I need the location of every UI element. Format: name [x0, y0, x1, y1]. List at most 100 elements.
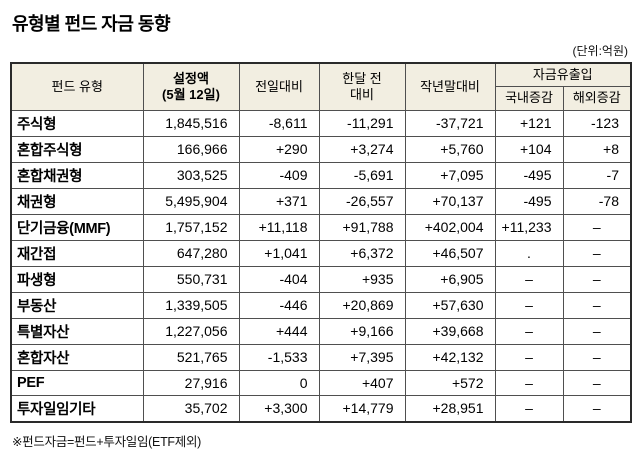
- col-header-amount: 설정액 (5월 12일): [142, 62, 240, 111]
- value-cell: 27,916: [142, 369, 240, 396]
- value-cell: -123: [562, 109, 632, 137]
- value-cell: 35,702: [142, 394, 240, 422]
- value-cell: +57,630: [404, 291, 496, 319]
- value-cell: -495: [494, 161, 564, 189]
- fund-flow-table: 펀드 유형 설정액 (5월 12일) 전일대비 한달 전 대비 작년말대비 자금…: [10, 62, 632, 423]
- value-cell: -446: [238, 291, 320, 319]
- table-row: 채권형 5,495,904 +371 -26,557 +70,137 -495 -78: [10, 187, 632, 215]
- value-cell: 303,525: [142, 161, 240, 189]
- table-row: 투자일임기타 35,702 +3,300 +14,779 +28,951– –: [10, 394, 632, 422]
- value-cell: +3,274: [318, 135, 406, 163]
- col-header-vs-month: 한달 전 대비: [318, 62, 406, 111]
- value-cell: +9,166: [318, 317, 406, 345]
- value-cell: +28,951: [404, 394, 496, 422]
- value-cell: 0: [238, 369, 320, 396]
- value-cell: +46,507: [404, 239, 496, 267]
- value-cell: -404: [238, 265, 320, 293]
- value-cell: -26,557: [318, 187, 406, 215]
- fund-type-cell: 혼합채권형: [10, 161, 144, 189]
- value-cell: -8,611: [238, 109, 320, 137]
- value-cell: +6,905: [404, 265, 496, 293]
- table-row: 혼합채권형 303,525 -409 -5,691 +7,095 -495 -7: [10, 161, 632, 189]
- value-cell: +402,004: [404, 213, 496, 241]
- fund-type-cell: 재간접: [10, 239, 144, 267]
- col-header-flow-domestic: 국내증감: [494, 86, 564, 111]
- value-cell: –: [562, 291, 632, 319]
- value-cell: –: [494, 394, 564, 422]
- value-cell: +104: [494, 135, 564, 163]
- col-header-vs-month-line1: 한달 전: [342, 70, 382, 86]
- col-header-vs-year-end: 작년말대비: [404, 62, 496, 111]
- value-cell: +20,869: [318, 291, 406, 319]
- value-cell: -5,691: [318, 161, 406, 189]
- col-header-fund-type: 펀드 유형: [10, 62, 144, 111]
- value-cell: –: [494, 343, 564, 371]
- table-row: 혼합자산 521,765 -1,533 +7,395 +42,132– –: [10, 343, 632, 371]
- value-cell: -37,721: [404, 109, 496, 137]
- value-cell: +1,041: [238, 239, 320, 267]
- value-cell: -7: [562, 161, 632, 189]
- fund-type-cell: 혼합주식형: [10, 135, 144, 163]
- table-row: PEF 27,916 0 +407 +572– –: [10, 369, 632, 396]
- fund-table-body: 주식형 1,845,516 -8,611 -11,291 -37,721 +121 -123…: [10, 109, 632, 422]
- value-cell: +5,760: [404, 135, 496, 163]
- value-cell: -78: [562, 187, 632, 215]
- value-cell: –: [562, 343, 632, 371]
- table-row: 단기금융(MMF) 1,757,152 +11,118 +91,788 +402,004…: [10, 213, 632, 241]
- value-cell: +91,788: [318, 213, 406, 241]
- col-header-flow-overseas: 해외증감: [562, 86, 632, 111]
- col-header-flow-group: 자금유출입: [494, 62, 632, 88]
- value-cell: +14,779: [318, 394, 406, 422]
- value-cell: +3,300: [238, 394, 320, 422]
- value-cell: –: [494, 265, 564, 293]
- unit-note: (단위:억원): [572, 44, 629, 58]
- value-cell: 1,757,152: [142, 213, 240, 241]
- fund-type-cell: 특별자산: [10, 317, 144, 345]
- value-cell: –: [562, 317, 632, 345]
- value-cell: +42,132: [404, 343, 496, 371]
- value-cell: -495: [494, 187, 564, 215]
- col-header-vs-prev-day: 전일대비: [238, 62, 320, 111]
- value-cell: +444: [238, 317, 320, 345]
- table-row: 파생형 550,731 -404 +935 +6,905– –: [10, 265, 632, 293]
- table-row: 재간접 647,280 +1,041 +6,372 +46,507. –: [10, 239, 632, 267]
- value-cell: +70,137: [404, 187, 496, 215]
- col-header-amount-line2: (5월 12일): [162, 86, 220, 102]
- value-cell: +935: [318, 265, 406, 293]
- value-cell: –: [494, 317, 564, 345]
- fund-type-cell: 주식형: [10, 109, 144, 137]
- value-cell: +121: [494, 109, 564, 137]
- value-cell: –: [562, 213, 632, 241]
- fund-type-cell: 투자일임기타: [10, 394, 144, 422]
- col-header-vs-month-line2: 대비: [350, 86, 374, 102]
- value-cell: -409: [238, 161, 320, 189]
- value-cell: –: [562, 394, 632, 422]
- fund-type-cell: 채권형: [10, 187, 144, 215]
- value-cell: +290: [238, 135, 320, 163]
- table-row: 부동산 1,339,505 -446 +20,869 +57,630– –: [10, 291, 632, 319]
- value-cell: +11,118: [238, 213, 320, 241]
- value-cell: +6,372: [318, 239, 406, 267]
- value-cell: –: [562, 369, 632, 396]
- value-cell: 550,731: [142, 265, 240, 293]
- table-row: 특별자산 1,227,056 +444 +9,166 +39,668– –: [10, 317, 632, 345]
- value-cell: –: [562, 239, 632, 267]
- value-cell: .: [494, 239, 564, 267]
- fund-type-cell: 혼합자산: [10, 343, 144, 371]
- value-cell: 1,227,056: [142, 317, 240, 345]
- value-cell: -1,533: [238, 343, 320, 371]
- value-cell: 647,280: [142, 239, 240, 267]
- page-title: 유형별 펀드 자금 동향: [12, 14, 171, 34]
- table-header: 펀드 유형 설정액 (5월 12일) 전일대비 한달 전 대비 작년말대비 자금…: [10, 62, 632, 111]
- fund-type-cell: PEF: [10, 369, 144, 396]
- value-cell: +407: [318, 369, 406, 396]
- value-cell: –: [494, 369, 564, 396]
- value-cell: +11,233: [494, 213, 564, 241]
- table-row: 주식형 1,845,516 -8,611 -11,291 -37,721 +121 -123: [10, 109, 632, 137]
- value-cell: –: [494, 291, 564, 319]
- value-cell: +7,395: [318, 343, 406, 371]
- col-header-amount-line1: 설정액: [173, 70, 209, 86]
- value-cell: +8: [562, 135, 632, 163]
- fund-type-cell: 파생형: [10, 265, 144, 293]
